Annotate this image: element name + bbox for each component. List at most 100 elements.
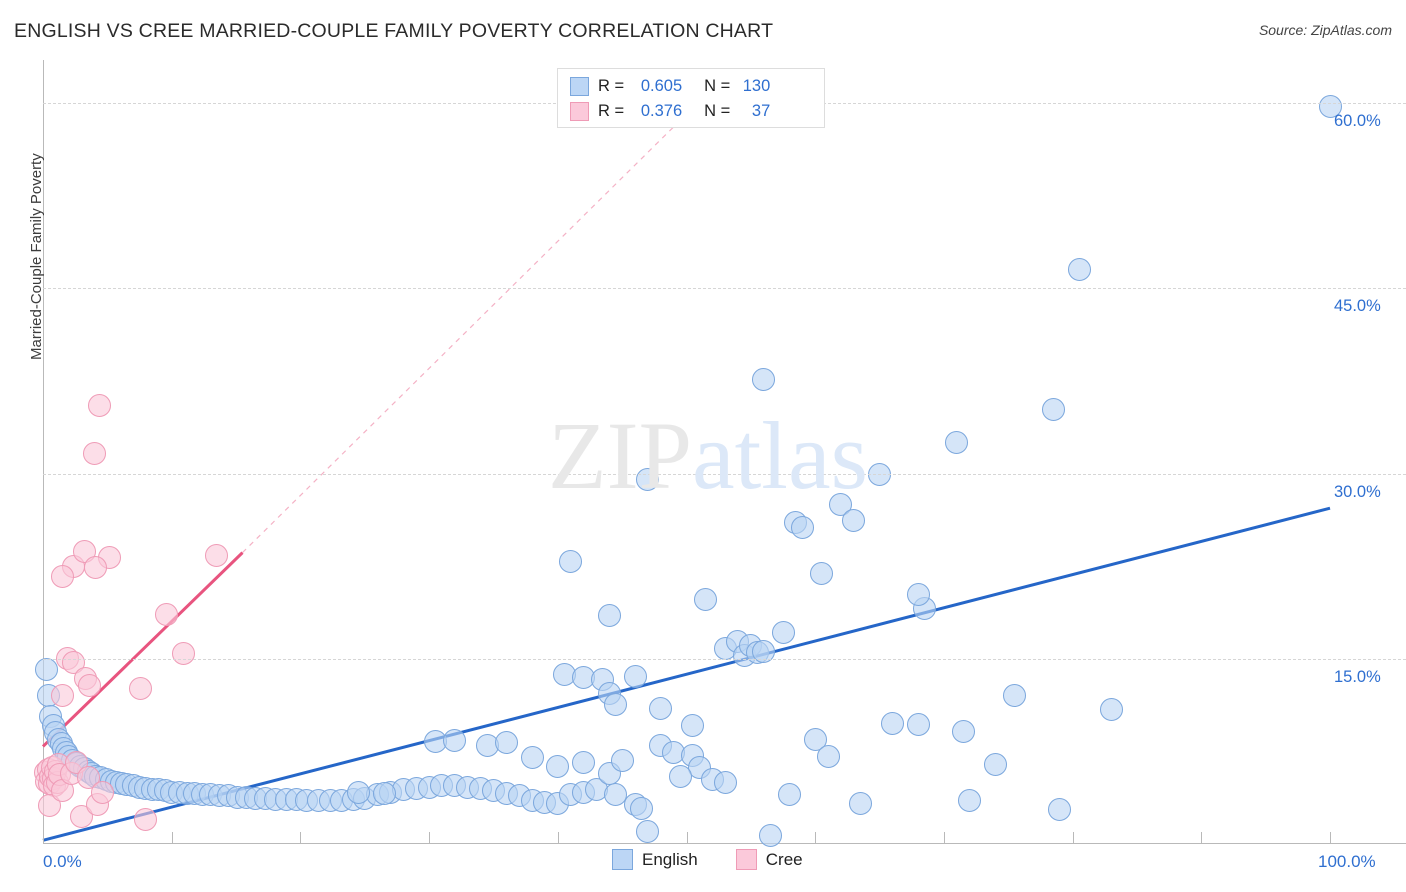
data-point-english xyxy=(546,754,570,778)
y-axis-line xyxy=(43,60,44,844)
x-tick xyxy=(300,832,302,844)
data-point-cree xyxy=(134,807,158,831)
x-tick xyxy=(1072,832,1074,844)
data-point-english xyxy=(906,712,930,736)
x-tick xyxy=(429,832,431,844)
data-point-english xyxy=(880,711,904,735)
data-point-english xyxy=(848,791,872,815)
legend-item-cree[interactable]: Cree xyxy=(735,849,803,870)
data-point-english xyxy=(951,720,975,744)
y-tick-label: 30.0% xyxy=(1334,482,1381,501)
page-title: ENGLISH VS CREE MARRIED-COUPLE FAMILY PO… xyxy=(14,20,774,42)
y-tick-label: 15.0% xyxy=(1334,667,1381,686)
data-point-english xyxy=(572,751,596,774)
english-n-label: N = xyxy=(704,77,731,95)
data-point-english xyxy=(816,744,840,768)
data-point-english xyxy=(443,728,467,752)
data-point-english xyxy=(681,713,705,737)
cree-n-value: 37 xyxy=(751,102,771,120)
x-axis-line xyxy=(43,843,1406,844)
x-tick-label-max: 100.0% xyxy=(1318,852,1376,871)
english-legend-swatch-icon xyxy=(612,849,633,870)
data-point-english xyxy=(35,658,59,682)
cree-r-label: R = xyxy=(598,102,625,120)
english-r-label: R = xyxy=(598,77,625,95)
data-point-english xyxy=(1003,684,1027,708)
data-point-english xyxy=(636,820,660,844)
data-point-cree xyxy=(84,555,108,579)
stats-row-cree: R = 0.376 N = 37 xyxy=(570,99,814,124)
data-point-english xyxy=(623,664,647,688)
x-tick xyxy=(1201,832,1203,844)
data-point-english xyxy=(983,753,1007,777)
data-point-english xyxy=(559,549,583,573)
data-point-english xyxy=(958,789,982,813)
data-point-cree xyxy=(88,394,112,418)
data-point-english xyxy=(906,583,930,607)
x-tick xyxy=(43,832,44,844)
source-attribution: Source: ZipAtlas.com xyxy=(1258,22,1392,38)
data-point-cree xyxy=(90,780,114,804)
data-point-english xyxy=(758,823,782,847)
data-point-cree xyxy=(50,564,74,588)
cree-r-value: 0.376 xyxy=(640,102,683,120)
stats-legend-box: R = 0.605 N = 130 R = 0.376 N = 37 xyxy=(557,68,825,128)
y-axis-title: Married-Couple Family Poverty xyxy=(28,153,45,360)
data-point-english xyxy=(771,621,795,645)
english-n-value: 130 xyxy=(742,77,771,95)
data-point-english xyxy=(1041,397,1065,421)
data-point-cree xyxy=(50,684,74,708)
data-point-english xyxy=(752,368,776,392)
stats-row-english: R = 0.605 N = 130 xyxy=(570,74,814,99)
legend-item-english[interactable]: English xyxy=(612,849,698,870)
english-legend-label: English xyxy=(642,849,698,869)
data-point-english xyxy=(636,468,660,492)
english-swatch-icon xyxy=(570,77,589,96)
cree-legend-label: Cree xyxy=(765,849,803,869)
data-point-english xyxy=(604,692,628,716)
data-point-english xyxy=(372,781,396,805)
x-tick xyxy=(1330,832,1331,844)
data-point-english xyxy=(803,727,827,751)
plot-area: Married-Couple Family Poverty xyxy=(28,60,1342,847)
x-tick xyxy=(943,832,945,844)
data-point-english xyxy=(842,509,866,533)
data-point-english xyxy=(777,783,801,807)
data-point-cree xyxy=(205,543,229,567)
data-point-english xyxy=(713,770,737,794)
data-point-english xyxy=(520,746,544,770)
cree-swatch-icon xyxy=(570,102,589,121)
data-point-english xyxy=(810,562,834,586)
data-point-english xyxy=(790,516,814,540)
x-tick-label-min: 0.0% xyxy=(43,852,82,871)
data-point-english xyxy=(694,588,718,612)
data-point-english xyxy=(1067,258,1091,282)
data-point-english xyxy=(597,604,621,628)
data-point-english xyxy=(1318,95,1342,119)
english-r-value: 0.605 xyxy=(640,77,683,95)
cree-n-label: N = xyxy=(704,102,731,120)
gridline xyxy=(43,658,1406,660)
x-tick xyxy=(686,832,688,844)
data-point-english xyxy=(649,696,673,720)
data-point-english xyxy=(945,431,969,455)
data-point-cree xyxy=(129,676,153,700)
data-point-english xyxy=(629,796,653,820)
y-tick-label: 60.0% xyxy=(1334,112,1381,131)
gridline xyxy=(43,473,1406,475)
data-point-english xyxy=(868,463,892,487)
y-tick-label: 45.0% xyxy=(1334,297,1381,316)
data-point-english xyxy=(1048,797,1072,821)
cree-legend-swatch-icon xyxy=(735,849,757,870)
data-point-english xyxy=(610,748,634,772)
x-tick xyxy=(815,832,817,844)
series-legend: English Cree xyxy=(612,849,803,870)
data-point-english xyxy=(668,764,692,788)
data-point-english xyxy=(1099,697,1123,721)
data-point-cree xyxy=(77,674,101,698)
data-point-cree xyxy=(171,642,195,666)
data-point-english xyxy=(346,780,370,804)
x-tick xyxy=(171,832,173,844)
x-tick xyxy=(557,832,559,844)
